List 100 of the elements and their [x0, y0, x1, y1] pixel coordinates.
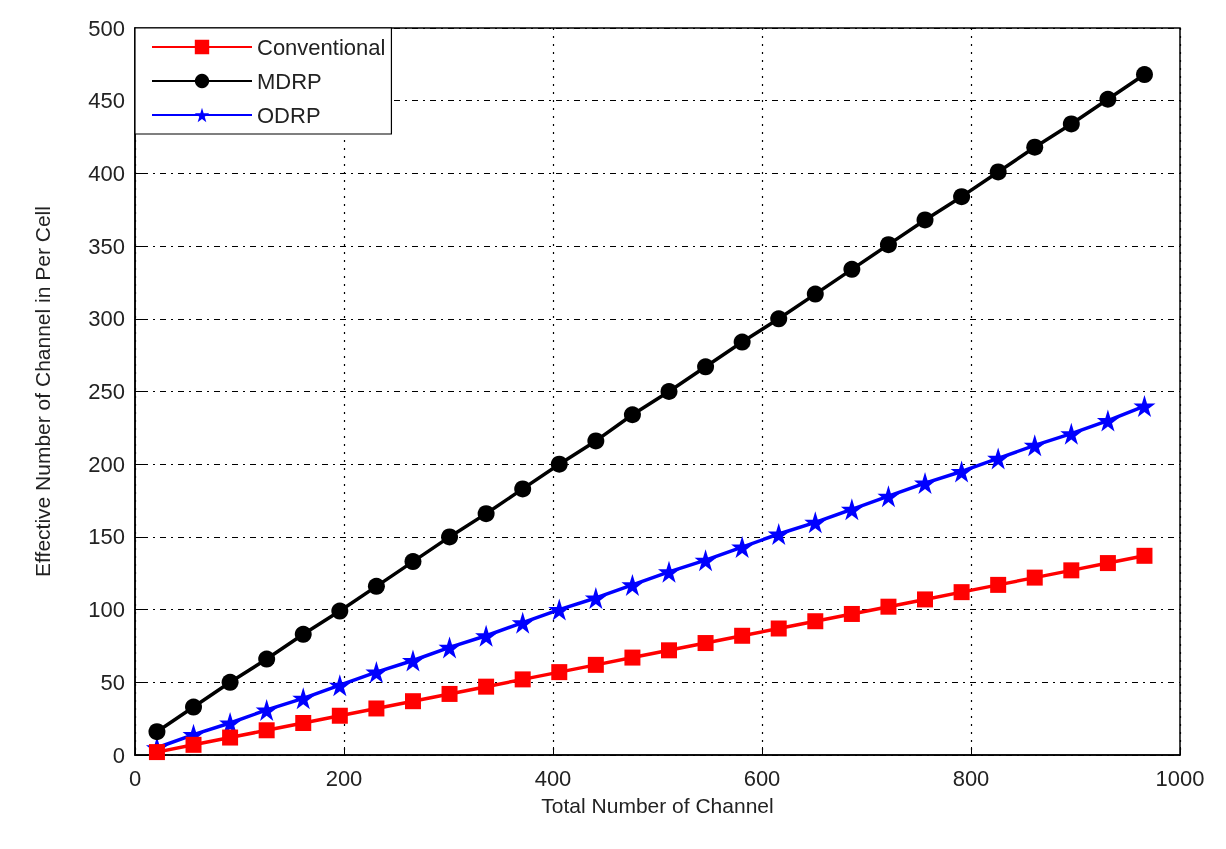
- point: [657, 560, 680, 583]
- point: [1062, 115, 1080, 133]
- point: [331, 602, 349, 620]
- point: [367, 577, 385, 595]
- point: [660, 383, 678, 400]
- point: [401, 649, 424, 672]
- y-tick-label: 450: [88, 88, 125, 114]
- point: [733, 333, 751, 351]
- y-tick-label: 250: [88, 379, 125, 404]
- point: [551, 664, 568, 681]
- point: [623, 406, 641, 424]
- y-axis-title: Effective Number of Channel in Per Cell: [31, 206, 54, 577]
- point: [660, 642, 677, 659]
- legend-label: ODRP: [257, 102, 321, 128]
- y-tick-label: 350: [88, 233, 125, 259]
- point: [292, 687, 315, 710]
- point: [989, 163, 1007, 181]
- point: [441, 528, 459, 546]
- y-tick-label: 400: [88, 160, 125, 186]
- point: [550, 455, 568, 473]
- point: [624, 649, 641, 666]
- point: [587, 432, 605, 450]
- point: [258, 722, 275, 739]
- point: [221, 673, 239, 691]
- point: [770, 310, 788, 328]
- point: [148, 723, 166, 741]
- point: [368, 700, 385, 717]
- point: [1026, 138, 1044, 156]
- point: [258, 650, 276, 668]
- point: [475, 624, 498, 647]
- point: [1133, 395, 1156, 418]
- y-tick-label: 0: [112, 742, 125, 768]
- point: [548, 598, 571, 621]
- point: [294, 625, 312, 643]
- point: [404, 693, 421, 710]
- point: [879, 236, 897, 254]
- y-tick-label: 500: [88, 15, 125, 41]
- point: [587, 656, 604, 673]
- point: [514, 480, 532, 498]
- legend-label: MDRP: [257, 68, 322, 94]
- point: [328, 674, 351, 697]
- point: [255, 698, 278, 721]
- point: [843, 260, 861, 278]
- point: [1099, 90, 1117, 108]
- point: [477, 505, 495, 523]
- point: [953, 584, 970, 601]
- point: [697, 635, 714, 652]
- point: [1026, 569, 1043, 586]
- point: [953, 188, 971, 206]
- x-tick-label: 1000: [1155, 765, 1205, 791]
- point: [438, 636, 461, 659]
- point: [295, 715, 312, 732]
- point: [806, 285, 824, 303]
- point: [1096, 409, 1119, 432]
- y-tick-label: 150: [88, 524, 125, 550]
- point: [1135, 66, 1153, 84]
- point: [365, 661, 388, 684]
- point: [404, 553, 422, 571]
- point: [807, 613, 824, 630]
- y-tick-label: 200: [88, 451, 125, 477]
- point: [514, 671, 531, 688]
- point: [478, 678, 495, 695]
- point: [621, 573, 644, 596]
- point: [914, 472, 937, 495]
- point: [987, 447, 1010, 470]
- point: [148, 744, 165, 761]
- x-tick-label: 0: [128, 765, 142, 791]
- point: [916, 211, 934, 229]
- x-axis-title: Total Number of Channel: [541, 794, 774, 817]
- point: [734, 627, 751, 644]
- point: [441, 685, 458, 702]
- point: [877, 485, 900, 508]
- point: [950, 460, 973, 483]
- point: [511, 611, 534, 634]
- point: [880, 598, 897, 615]
- point: [1023, 434, 1046, 457]
- point: [694, 549, 717, 572]
- point: [1136, 547, 1153, 564]
- point: [1063, 562, 1080, 579]
- point: [770, 620, 787, 637]
- point: [767, 522, 790, 545]
- point: [185, 736, 202, 753]
- legend-label: Conventional: [257, 34, 386, 60]
- point: [1099, 555, 1116, 572]
- x-tick-label: 600: [743, 765, 781, 791]
- point: [331, 707, 348, 724]
- point: [843, 605, 860, 622]
- point: [917, 591, 934, 608]
- x-tick-label: 800: [952, 765, 990, 791]
- point: [584, 586, 607, 609]
- y-tick-label: 300: [88, 306, 125, 332]
- y-tick-label: 50: [100, 669, 125, 695]
- point: [990, 576, 1007, 593]
- point: [697, 358, 715, 376]
- point: [1060, 422, 1083, 445]
- y-tick-label: 100: [88, 597, 125, 623]
- x-tick-label: 200: [325, 765, 363, 791]
- point: [185, 698, 203, 716]
- point: [222, 729, 239, 746]
- x-tick-label: 400: [534, 765, 572, 791]
